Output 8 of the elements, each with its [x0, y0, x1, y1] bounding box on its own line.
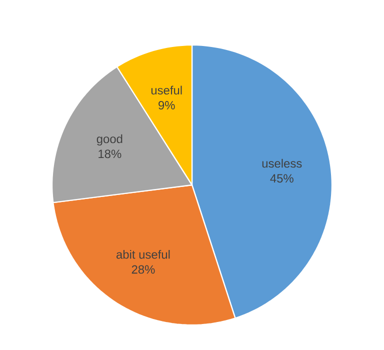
data-label: 18%	[98, 150, 122, 158]
slice-label: abit useful	[116, 250, 170, 259]
data-label: 9%	[158, 101, 175, 110]
data-label: 28%	[132, 265, 155, 274]
slice-label: good	[96, 134, 122, 146]
data-label: 45%	[270, 174, 294, 183]
slice-label: useless	[262, 158, 302, 168]
slice-label: useful	[151, 86, 182, 95]
